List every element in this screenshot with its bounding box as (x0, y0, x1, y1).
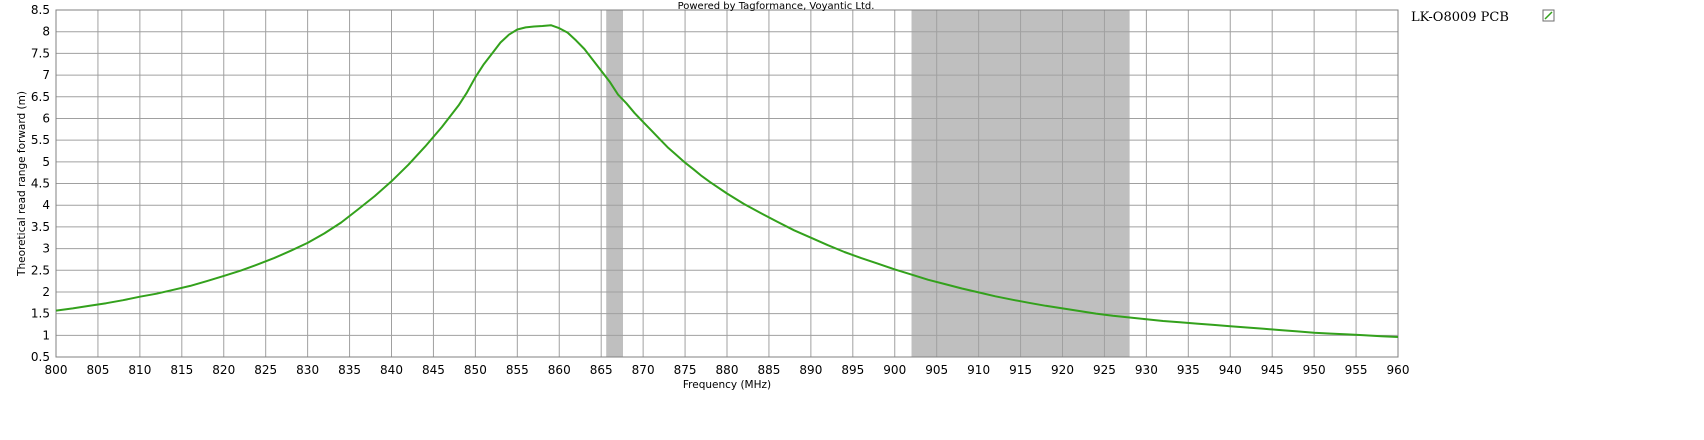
x-tick-label-950: 950 (1303, 363, 1326, 377)
x-tick-label-900: 900 (883, 363, 906, 377)
x-tick-label-850: 850 (464, 363, 487, 377)
x-tick-label-875: 875 (674, 363, 697, 377)
x-tick-label-955: 955 (1345, 363, 1368, 377)
x-tick-label-820: 820 (212, 363, 235, 377)
x-tick-label-840: 840 (380, 363, 403, 377)
y-tick-label-1: 1 (42, 328, 50, 342)
plot-area-border (55, 9, 1399, 358)
y-tick-label-5.5: 5.5 (31, 133, 50, 147)
x-tick-label-895: 895 (841, 363, 864, 377)
y-tick-label-6: 6 (42, 111, 50, 125)
x-tick-label-920: 920 (1051, 363, 1074, 377)
y-tick-label-7: 7 (42, 68, 50, 82)
series-layer (55, 24, 1399, 338)
y-tick-labels: 0.5 1 1.5 2 2.5 3 3.5 4 4.5 5 5.5 6 6.5 7 7.5 8 8.5 (31, 3, 50, 364)
x-tick-label-865: 865 (590, 363, 613, 377)
y-tick-label-2.5: 2.5 (31, 263, 50, 277)
series-line-1 (55, 24, 1399, 338)
x-tick-label-885: 885 (757, 363, 780, 377)
x-tick-label-800: 800 (45, 363, 68, 377)
y-tick-label-4.5: 4.5 (31, 177, 50, 191)
x-tick-label-835: 835 (338, 363, 361, 377)
x-tick-label-910: 910 (967, 363, 990, 377)
x-tick-label-945: 945 (1261, 363, 1284, 377)
x-tick-label-890: 890 (799, 363, 822, 377)
x-tick-label-935: 935 (1177, 363, 1200, 377)
x-tick-labels: 800 805 810 815 820 825 830 835 840 845 850 855 860 8… (45, 363, 1410, 377)
y-tick-label-0.5: 0.5 (31, 350, 50, 364)
y-tick-label-7.5: 7.5 (31, 46, 50, 60)
legend: LK-O8009 PCB (1411, 9, 1555, 25)
y-tick-label-3.5: 3.5 (31, 220, 50, 234)
x-tick-label-845: 845 (422, 363, 445, 377)
x-tick-label-930: 930 (1135, 363, 1158, 377)
legend-swatch-line (1544, 11, 1553, 20)
x-axis-title: Frequency (MHz) (683, 379, 771, 391)
y-tick-label-5: 5 (42, 155, 50, 169)
x-tick-label-960: 960 (1387, 363, 1410, 377)
y-tick-label-8: 8 (42, 25, 50, 39)
y-tick-label-8.5: 8.5 (31, 3, 50, 17)
x-tick-label-825: 825 (254, 363, 277, 377)
x-tick-label-905: 905 (925, 363, 948, 377)
x-tick-label-805: 805 (86, 363, 109, 377)
legend-entry-label: LK-O8009 PCB (1411, 10, 1509, 25)
x-tick-label-880: 880 (716, 363, 739, 377)
x-tick-label-870: 870 (632, 363, 655, 377)
x-tick-label-830: 830 (296, 363, 319, 377)
x-tick-label-860: 860 (548, 363, 571, 377)
y-axis-title: Theoretical read range forward (m) (16, 91, 28, 277)
y-tick-label-2: 2 (42, 285, 50, 299)
y-tick-label-4: 4 (42, 198, 50, 212)
x-tick-label-915: 915 (1009, 363, 1032, 377)
x-tick-label-815: 815 (170, 363, 193, 377)
credit-text: Powered by Tagformance, Voyantic Ltd. (678, 1, 875, 12)
x-tick-label-810: 810 (128, 363, 151, 377)
x-tick-label-925: 925 (1093, 363, 1116, 377)
y-tick-label-1.5: 1.5 (31, 307, 50, 321)
x-tick-label-940: 940 (1219, 363, 1242, 377)
x-tick-label-855: 855 (506, 363, 529, 377)
y-tick-label-3: 3 (42, 242, 50, 256)
y-tick-label-6.5: 6.5 (31, 90, 50, 104)
